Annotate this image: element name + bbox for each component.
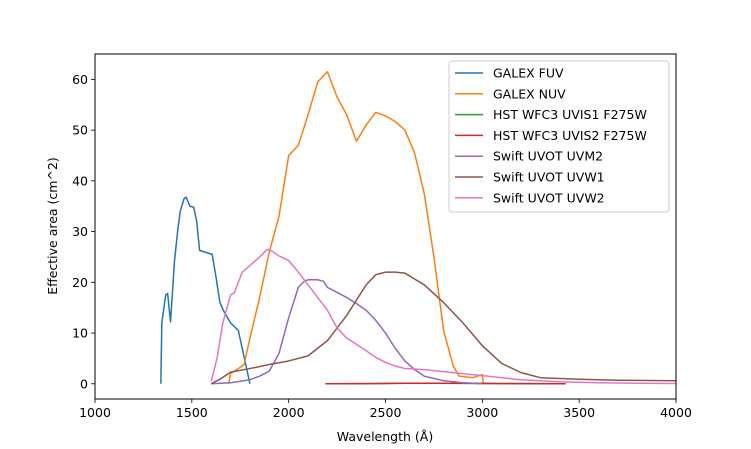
y-tick-label: 10	[72, 326, 88, 341]
x-tick-label: 3000	[466, 405, 498, 420]
legend-label-swift-uvot-uvw2: Swift UVOT UVW2	[493, 190, 605, 205]
legend-box	[448, 60, 670, 213]
legend-label-swift-uvot-uvm2: Swift UVOT UVM2	[493, 149, 603, 164]
series-line-swift-uvot-uvm2	[211, 279, 483, 385]
y-tick-label: 20	[72, 275, 88, 290]
x-tick-label: 2000	[273, 405, 305, 420]
legend-label-galex-fuv: GALEX FUV	[493, 66, 564, 81]
y-axis: 0 10 20 30 40 50 60	[72, 72, 95, 391]
legend-label-swift-uvot-uvw1: Swift UVOT UVW1	[493, 170, 605, 185]
series-line-hst-wfc3-uvis2-f275w	[325, 382, 566, 385]
series-line-galex-fuv	[160, 196, 251, 384]
y-tick-label: 30	[72, 224, 88, 239]
x-tick-label: 1500	[176, 405, 208, 420]
x-tick-label: 4000	[660, 405, 692, 420]
x-tick-label: 1000	[79, 405, 111, 420]
legend-label-hst-wfc3-uvis2-f275w: HST WFC3 UVIS2 F275W	[493, 128, 647, 143]
y-tick-label: 50	[72, 123, 88, 138]
legend-label-galex-nuv: GALEX NUV	[493, 86, 566, 101]
plot-lines	[160, 71, 677, 385]
series-line-swift-uvot-uvw1	[210, 271, 677, 385]
y-tick-label: 0	[80, 376, 88, 391]
y-axis-label: Effective area (cm^2)	[45, 157, 60, 295]
series-line-galex-nuv	[227, 71, 485, 384]
y-tick-label: 60	[72, 72, 88, 87]
legend: GALEX FUV GALEX NUV HST WFC3 UVIS1 F275W HS…	[448, 60, 670, 213]
series-line-swift-uvot-uvw2	[210, 248, 677, 385]
x-axis: 1000 1500 2000 2500 3000 3500 4000	[79, 399, 692, 420]
x-tick-label: 2500	[370, 405, 402, 420]
legend-label-hst-wfc3-uvis1-f275w: HST WFC3 UVIS1 F275W	[493, 107, 647, 122]
x-axis-label: Wavelength (Å)	[337, 429, 433, 444]
y-tick-label: 40	[72, 173, 88, 188]
x-tick-label: 3500	[563, 405, 595, 420]
